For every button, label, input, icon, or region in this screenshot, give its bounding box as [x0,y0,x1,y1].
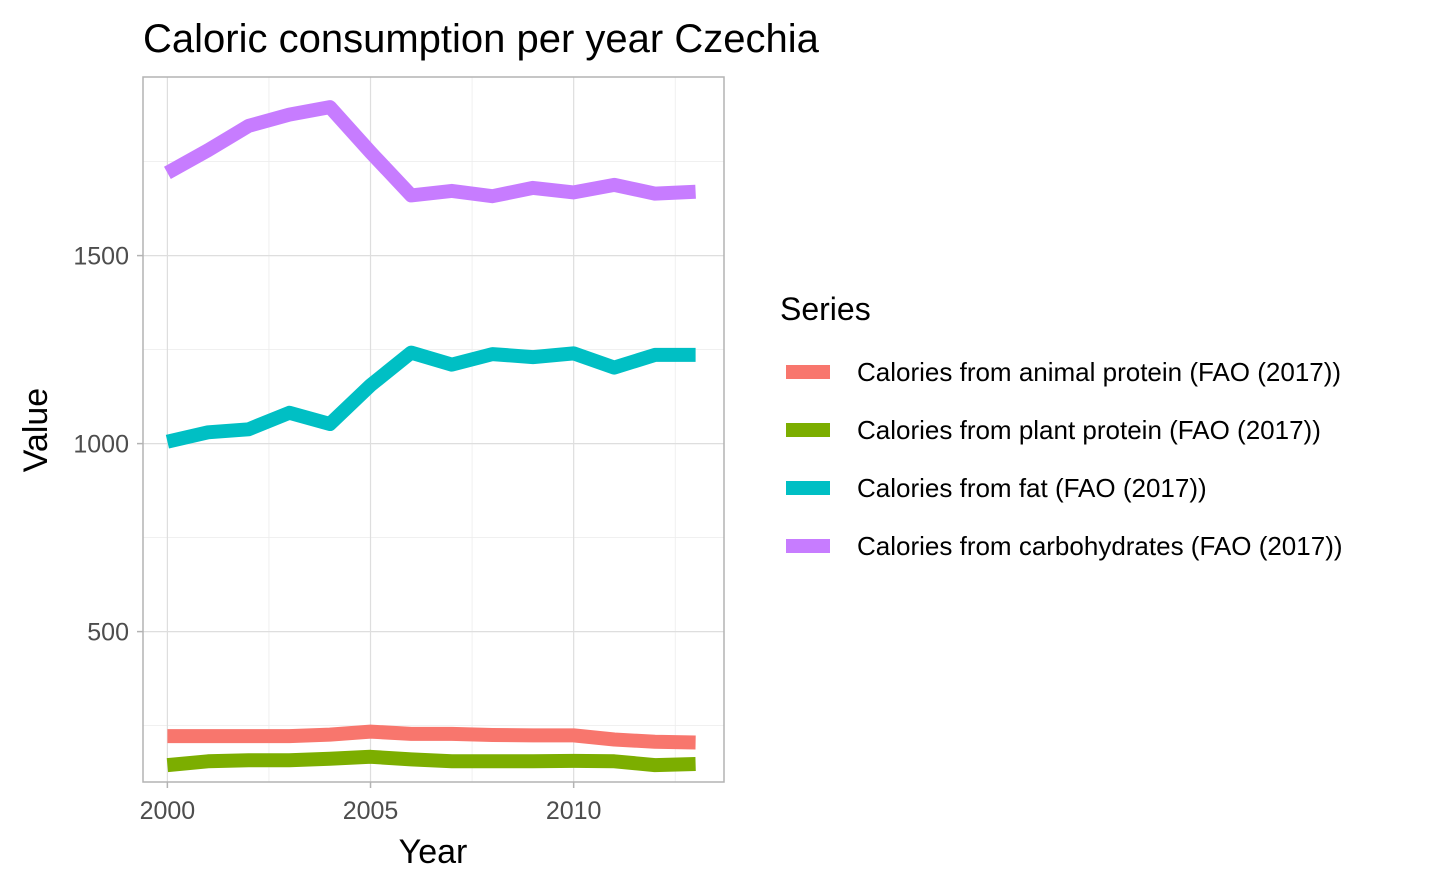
x-axis-ticks: 2000 2005 2010 [140,782,602,825]
x-tick-label: 2005 [343,797,399,825]
major-gridlines [143,77,724,782]
x-axis-title: Year [399,833,468,871]
series-line-4 [163,100,696,204]
legend-title: Series [780,291,871,327]
legend-items: Calories from animal protein (FAO (2017)… [786,357,1343,561]
series-line-3 [165,345,696,449]
series-line-2 [166,749,696,773]
legend-label-4: Calories from carbohydrates (FAO (2017)) [857,531,1343,561]
y-tick-label: 1500 [73,243,129,271]
series-line-1 [167,724,696,750]
x-tick-label: 2000 [140,797,196,825]
y-tick-label: 1000 [73,431,129,459]
y-tick-label: 500 [87,619,129,647]
y-axis-title: Value [17,388,55,472]
x-tick-label: 2010 [546,797,602,825]
legend: Series Calories from animal protein (FAO… [780,291,1343,561]
plot-panel-border [142,76,725,783]
y-axis-ticks: 500 1000 1500 [73,243,143,647]
series-lines [163,100,696,773]
legend-label-1: Calories from animal protein (FAO (2017)… [857,357,1341,387]
legend-label-3: Calories from fat (FAO (2017)) [857,473,1207,503]
legend-label-2: Calories from plant protein (FAO (2017)) [857,415,1321,445]
chart-title: Caloric consumption per year Czechia [143,17,820,61]
